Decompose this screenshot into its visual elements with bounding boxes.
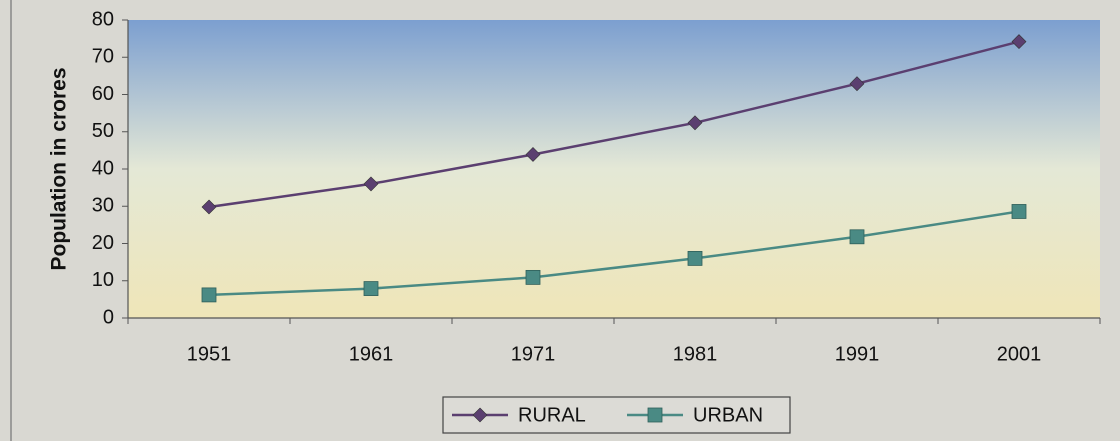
y-tick-label: 40 — [92, 157, 114, 179]
x-tick-label: 1951 — [187, 343, 232, 365]
data-point — [363, 281, 379, 296]
x-tick-label: 2001 — [997, 343, 1042, 365]
legend-label: RURAL — [518, 404, 586, 426]
data-point — [201, 287, 217, 303]
data-point — [363, 176, 379, 192]
series-line — [208, 40, 1020, 209]
y-tick-label: 10 — [92, 269, 114, 291]
legend-marker — [647, 407, 663, 423]
data-point — [687, 115, 703, 131]
y-tick-label: 0 — [103, 306, 114, 328]
y-tick-label: 20 — [92, 232, 114, 254]
data-point — [849, 76, 865, 92]
legend-marker — [472, 407, 488, 423]
x-tick-label: 1991 — [835, 343, 880, 365]
legend-label: URBAN — [693, 404, 763, 426]
data-point — [849, 229, 865, 245]
x-tick-label: 1961 — [349, 343, 394, 365]
plot-area — [128, 20, 1100, 318]
data-point — [525, 147, 541, 162]
y-axis-label: Population in crores — [48, 67, 71, 270]
legend — [442, 396, 791, 434]
data-point — [525, 269, 541, 285]
x-tick-label: 1971 — [511, 343, 556, 365]
x-tick-label: 1981 — [673, 343, 718, 365]
data-point — [1011, 204, 1027, 219]
y-tick-label: 70 — [92, 46, 114, 68]
y-tick-label: 60 — [92, 83, 114, 105]
data-point — [1011, 34, 1027, 50]
series-line — [208, 210, 1020, 297]
data-point — [687, 250, 703, 266]
y-tick-label: 30 — [92, 195, 114, 217]
y-tick-label: 50 — [92, 120, 114, 142]
y-tick-label: 80 — [92, 8, 114, 30]
data-point — [201, 199, 217, 215]
